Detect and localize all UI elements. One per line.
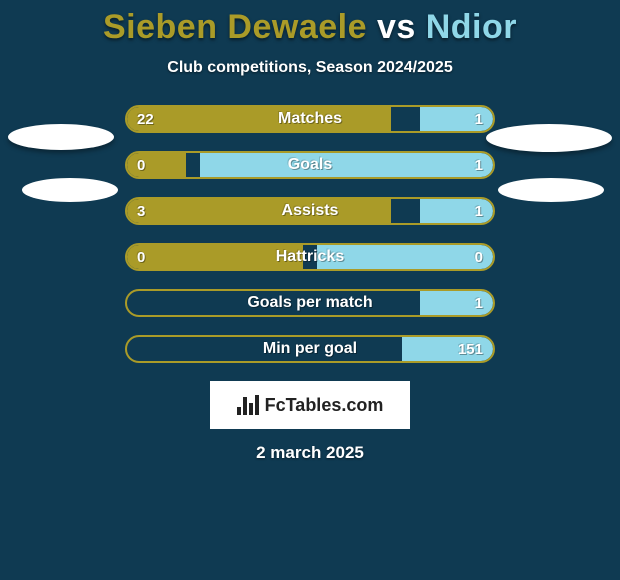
player2-avatar [486,124,612,152]
stat-row: 0Hattricks0 [125,243,495,271]
stat-row: 0Goals1 [125,151,495,179]
bar-chart-icon [237,395,259,415]
stat-label: Goals per match [127,291,493,315]
stat-label: Matches [127,107,493,131]
stat-value-right: 1 [475,199,483,223]
player1-avatar-shadow [22,178,118,202]
stat-row: Min per goal151 [125,335,495,363]
snapshot-date: 2 march 2025 [0,443,620,463]
stat-value-right: 0 [475,245,483,269]
stat-row: 3Assists1 [125,197,495,225]
comparison-title: Sieben Dewaele vs Ndior [0,8,620,47]
stat-row: 22Matches1 [125,105,495,133]
player2-avatar-shadow [498,178,604,202]
stat-label: Min per goal [127,337,493,361]
player1-avatar [8,124,114,150]
stat-value-right: 1 [475,107,483,131]
source-logo: FcTables.com [210,381,410,429]
stat-value-right: 151 [458,337,483,361]
subtitle: Club competitions, Season 2024/2025 [0,59,620,77]
player2-name: Ndior [426,8,517,46]
logo-text: FcTables.com [265,395,384,416]
stat-label: Assists [127,199,493,223]
stat-label: Hattricks [127,245,493,269]
stat-value-right: 1 [475,291,483,315]
stat-row: Goals per match1 [125,289,495,317]
vs-text: vs [367,8,426,46]
stat-label: Goals [127,153,493,177]
stat-value-right: 1 [475,153,483,177]
stats-rows: 22Matches10Goals13Assists10Hattricks0Goa… [125,105,495,363]
player1-name: Sieben Dewaele [103,8,367,46]
